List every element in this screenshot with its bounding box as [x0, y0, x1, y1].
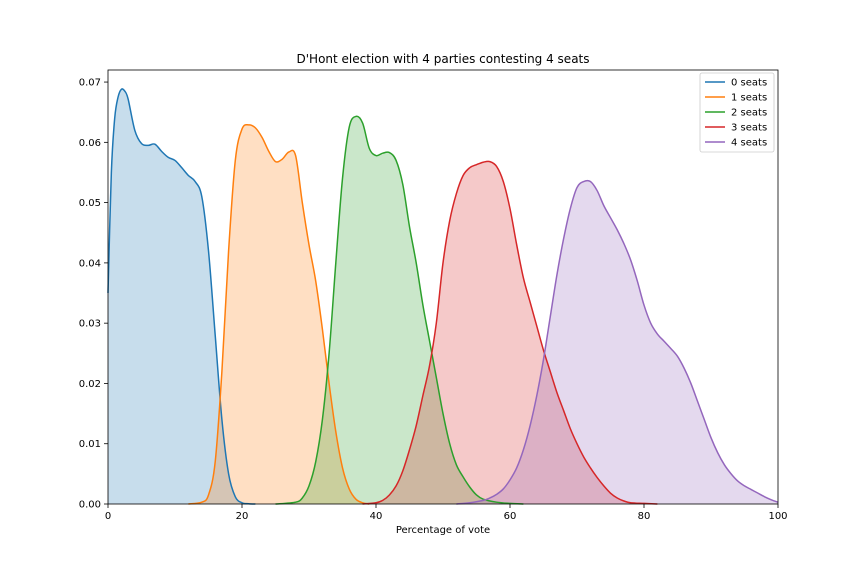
legend-label: 2 seats	[731, 108, 767, 119]
plot-frame	[107, 69, 779, 505]
x-tick-label: 60	[504, 511, 517, 522]
y-tick-label: 0.01	[79, 439, 101, 450]
legend-box	[699, 72, 775, 153]
y-tick-label: 0.07	[79, 78, 101, 89]
x-axis-label: Percentage of vote	[396, 525, 490, 536]
y-tick-label: 0.02	[79, 379, 101, 390]
x-tick-label: 20	[236, 511, 249, 522]
x-tick-label: 100	[768, 511, 787, 522]
y-tick-label: 0.03	[79, 319, 101, 330]
y-tick-label: 0.00	[79, 500, 101, 511]
line-3-seats	[362, 160, 658, 505]
line-2-seats	[275, 115, 524, 505]
area-2-seats	[275, 116, 524, 504]
line-0-seats	[107, 88, 256, 505]
area-4-seats	[456, 180, 778, 504]
chart-title: D'Hont election with 4 parties contestin…	[297, 52, 590, 66]
series-areas	[108, 88, 778, 505]
area-0-seats	[108, 88, 256, 505]
legend-label: 1 seats	[731, 93, 767, 104]
line-1-seats	[188, 123, 370, 505]
legend-label: 4 seats	[731, 138, 767, 149]
y-tick-label: 0.06	[79, 138, 101, 149]
x-axis: 0 20 40 60 80 100	[105, 504, 788, 522]
line-4-seats	[456, 179, 779, 505]
legend-label: 3 seats	[731, 123, 767, 134]
legend: 0 seats 1 seats 2 seats 3 seats 4 seats	[699, 72, 775, 153]
x-tick-label: 0	[105, 511, 111, 522]
legend-label: 0 seats	[731, 78, 767, 89]
x-tick-label: 80	[638, 511, 651, 522]
y-tick-label: 0.05	[79, 198, 101, 209]
y-axis: 0.00 0.01 0.02 0.03 0.04 0.05 0.06 0.07	[79, 78, 108, 511]
series-lines	[107, 88, 779, 505]
y-tick-label: 0.04	[79, 258, 101, 269]
x-tick-label: 40	[370, 511, 383, 522]
area-3-seats	[362, 161, 658, 504]
